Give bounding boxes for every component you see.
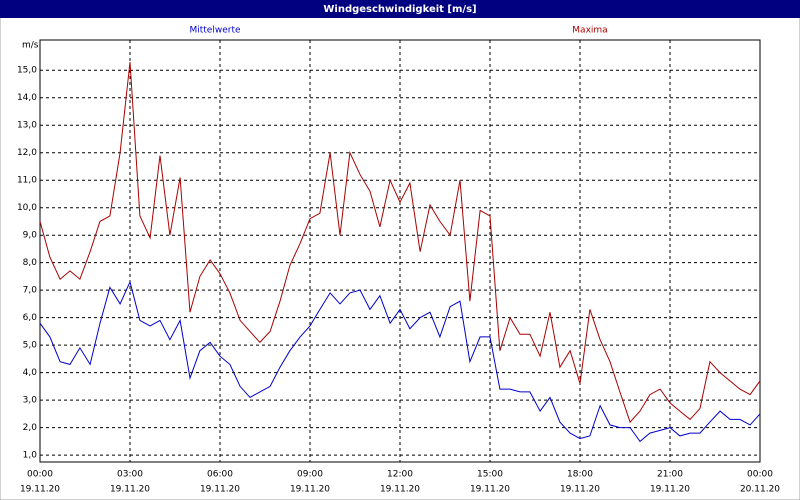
x-tick-label: 12:00 (387, 470, 413, 480)
y-tick-label: 7,0 (23, 286, 38, 296)
series-line (39, 280, 761, 443)
x-tick-date: 19.11.20 (380, 485, 420, 495)
x-tick-date: 19.11.20 (200, 485, 240, 495)
x-tick-date: 19.11.20 (110, 485, 150, 495)
y-tick-label: 5,0 (23, 341, 38, 351)
y-tick-label: 2,0 (23, 423, 38, 433)
y-tick-label: 9,0 (23, 231, 38, 241)
x-tick-label: 06:00 (207, 470, 233, 480)
y-tick-label: 15,0 (17, 66, 37, 76)
y-tick-label: 10,0 (17, 203, 37, 213)
x-tick-label: 15:00 (477, 470, 503, 480)
legend-label: Mittelwerte (189, 26, 240, 36)
x-tick-label: 00:00 (747, 470, 773, 480)
legend-label: Maxima (572, 26, 607, 36)
y-axis-label: m/s (22, 41, 39, 51)
title-bar (0, 0, 800, 18)
x-tick-label: 00:00 (27, 470, 53, 480)
x-tick-date: 20.11.20 (740, 485, 780, 495)
chart-title: Windgeschwindigkeit [m/s] (323, 4, 476, 15)
x-tick-date: 19.11.20 (560, 485, 600, 495)
x-tick-date: 19.11.20 (470, 485, 510, 495)
y-tick-label: 12,0 (17, 148, 37, 158)
y-tick-label: 4,0 (23, 368, 38, 378)
x-tick-label: 03:00 (117, 470, 143, 480)
y-tick-label: 6,0 (23, 313, 38, 323)
y-tick-label: 11,0 (17, 176, 37, 186)
y-tick-label: 8,0 (23, 258, 38, 268)
x-tick-label: 21:00 (657, 470, 683, 480)
y-tick-label: 13,0 (17, 121, 37, 131)
y-tick-label: 14,0 (17, 93, 37, 103)
x-tick-date: 19.11.20 (650, 485, 690, 495)
series-line (39, 61, 761, 424)
y-tick-label: 1,0 (23, 451, 38, 461)
x-tick-label: 09:00 (297, 470, 323, 480)
x-tick-date: 19.11.20 (290, 485, 330, 495)
x-tick-label: 18:00 (567, 470, 593, 480)
x-tick-date: 19.11.20 (20, 485, 60, 495)
y-tick-label: 3,0 (23, 396, 38, 406)
